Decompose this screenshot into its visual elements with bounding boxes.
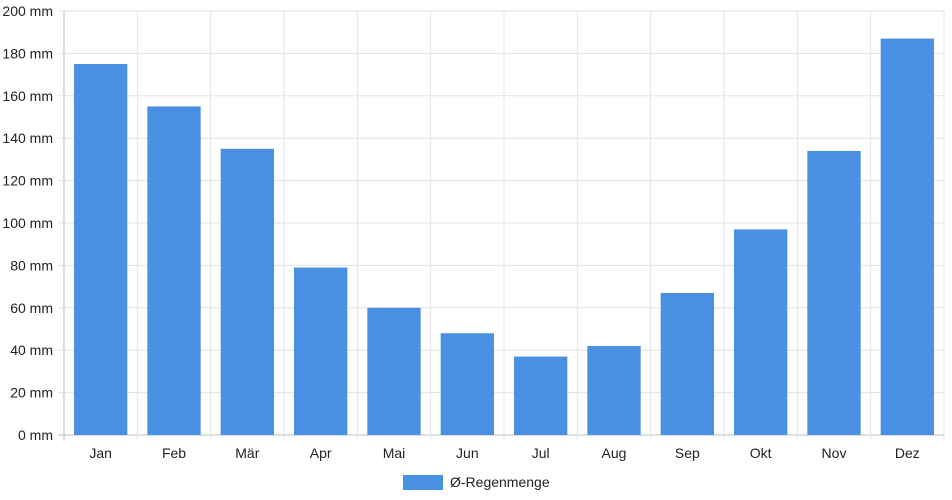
y-tick-label: 0 mm xyxy=(18,427,53,443)
y-tick-label: 40 mm xyxy=(10,342,53,358)
y-tick-label: 180 mm xyxy=(2,45,53,61)
x-tick-label: Aug xyxy=(602,445,627,461)
x-tick-label: Nov xyxy=(822,445,847,461)
bars-layer xyxy=(74,38,934,436)
legend-swatch[interactable] xyxy=(403,475,443,490)
bar-Nov[interactable] xyxy=(807,150,861,436)
y-tick-label: 20 mm xyxy=(10,385,53,401)
y-tick-label: 160 mm xyxy=(2,88,53,104)
y-tick-label: 60 mm xyxy=(10,300,53,316)
x-tick-label: Apr xyxy=(310,445,332,461)
x-tick-label: Mär xyxy=(235,445,259,461)
bar-Feb[interactable] xyxy=(147,106,201,436)
x-tick-label: Jul xyxy=(532,445,550,461)
bar-Dez[interactable] xyxy=(880,38,934,436)
y-tick-label: 120 mm xyxy=(2,173,53,189)
bar-Mai[interactable] xyxy=(367,307,421,435)
bar-Jun[interactable] xyxy=(440,333,494,435)
bar-Aug[interactable] xyxy=(587,345,641,435)
bar-Jul[interactable] xyxy=(514,356,568,435)
x-tick-label: Feb xyxy=(162,445,186,461)
y-tick-label: 200 mm xyxy=(2,3,53,19)
x-tick-label: Jan xyxy=(89,445,112,461)
x-tick-label: Okt xyxy=(750,445,772,461)
axis-layer: 0 mm 20 mm 40 mm 60 mm 80 mm 100 mm 120 mm 140 … xyxy=(2,3,919,461)
legend[interactable]: Ø-Regenmenge xyxy=(403,474,550,490)
bar-Apr[interactable] xyxy=(294,267,348,435)
bar-Okt[interactable] xyxy=(734,229,788,435)
bar-Mär[interactable] xyxy=(220,148,274,436)
x-tick-label: Sep xyxy=(675,445,700,461)
x-tick-label: Jun xyxy=(456,445,479,461)
legend-label[interactable]: Ø-Regenmenge xyxy=(450,474,550,490)
bar-Sep[interactable] xyxy=(660,292,714,435)
y-tick-label: 100 mm xyxy=(2,215,53,231)
x-tick-label: Dez xyxy=(895,445,920,461)
grid-layer xyxy=(58,10,945,441)
x-tick-label: Mai xyxy=(383,445,406,461)
y-tick-label: 140 mm xyxy=(2,130,53,146)
y-tick-label: 80 mm xyxy=(10,257,53,273)
bar-Jan[interactable] xyxy=(74,64,128,435)
